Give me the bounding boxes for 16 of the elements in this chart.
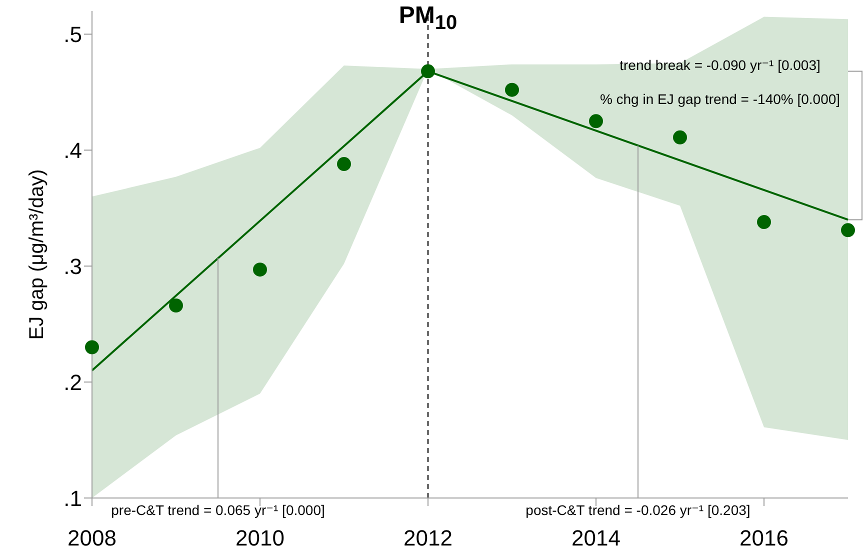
y-tick-label: .5: [64, 22, 82, 47]
y-tick-label: .4: [64, 138, 82, 163]
x-tick-label: 2012: [404, 526, 452, 551]
y-axis-title: EJ gap (μg/m³/day): [26, 169, 48, 340]
x-tick-label: 2010: [236, 526, 284, 551]
y-tick-label: .3: [64, 254, 82, 279]
annotation: % chg in EJ gap trend = -140% [0.000]: [600, 91, 840, 107]
y-tick-label: .1: [64, 486, 82, 511]
annotation: pre-C&T trend = 0.065 yr⁻¹ [0.000]: [111, 502, 325, 518]
chart-title: PM$_{10}$: [398, 2, 458, 35]
y-tick-label: .2: [64, 370, 82, 395]
annotation: trend break = -0.090 yr⁻¹ [0.003]: [620, 57, 820, 73]
x-tick-label: 2008: [68, 526, 116, 551]
annotation: post-C&T trend = -0.026 yr⁻¹ [0.203]: [526, 502, 750, 518]
x-tick-label: 2016: [740, 526, 788, 551]
x-tick-label: 2014: [572, 526, 620, 551]
